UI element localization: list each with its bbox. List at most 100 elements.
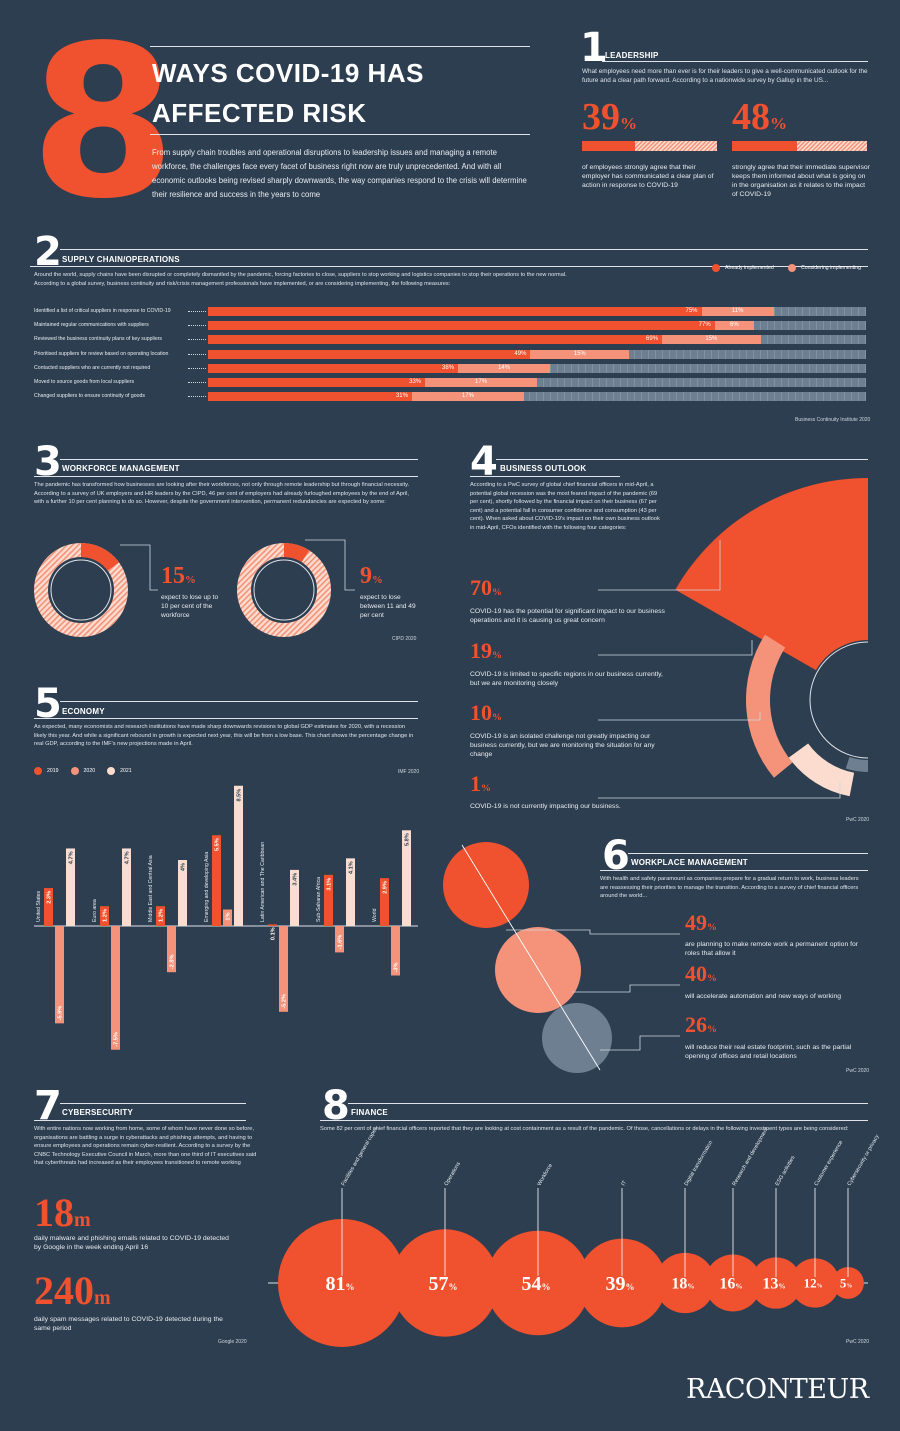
cyber-stat-1-value: 18m <box>34 1190 91 1235</box>
section-3-text: The pandemic has transformed how busines… <box>34 482 410 506</box>
workplace-circle-26 <box>542 1003 612 1073</box>
business-stat-3-value: 10% <box>470 700 502 725</box>
raconteur-logo: RACONTEUR <box>686 1374 869 1405</box>
section-7-rule <box>60 1103 246 1104</box>
gdp-category-label: Middle East and Central Asia <box>148 855 154 922</box>
header-rule-top <box>150 46 530 47</box>
gdp-bar-2021 <box>290 869 299 926</box>
section-3-rule-2 <box>34 476 418 477</box>
supply-bar-implemented <box>208 392 412 402</box>
supply-bar-considering <box>714 321 755 331</box>
gdp-value-label-2020: -7.5% <box>114 1032 120 1047</box>
supply-bar-considering <box>662 335 761 345</box>
finance-bubble <box>278 1219 406 1347</box>
outlook-center <box>808 640 900 760</box>
section-5-title: ECONOMY <box>62 707 105 716</box>
supply-bar-implemented <box>208 349 531 359</box>
finance-item-label: IT <box>621 1179 629 1187</box>
gdp-bar-2021 <box>346 858 355 926</box>
supply-bar-implemented <box>208 335 663 345</box>
finance-bubble <box>750 1257 802 1309</box>
supply-implemented-label: 77% <box>698 322 711 329</box>
workplace-stat-1-value: 49% <box>685 910 717 935</box>
supply-row-bar: 38% 14% <box>208 363 866 373</box>
section-3-rule <box>60 459 418 460</box>
gdp-bar-2021 <box>402 830 411 926</box>
finance-bubble <box>485 1230 591 1336</box>
finance-bubble <box>790 1258 840 1308</box>
section-2-text-1: Around the world, supply chains have bee… <box>34 272 567 278</box>
gdp-bar-2019 <box>44 888 53 926</box>
section-7-text: With entire nations now working from hom… <box>34 1126 257 1167</box>
supply-row-label: Identified a list of critical suppliers … <box>34 308 171 314</box>
legend-considering-label: Considering implementing <box>801 265 861 271</box>
supply-row-leader <box>188 367 206 369</box>
section-8-title: FINANCE <box>351 1108 388 1117</box>
gdp-category-label: Emerging and developing Asia <box>204 852 210 922</box>
workforce-stat-2-value: 9% <box>360 563 383 589</box>
business-stat-4-value: 1% <box>470 771 491 796</box>
supply-bar-considering <box>701 307 774 316</box>
workplace-stat-3-caption: will reduce their real estate footprint,… <box>685 1044 852 1060</box>
section-8-number: 8 <box>322 1083 350 1129</box>
leadership-stat-1-value: 39% <box>582 96 638 138</box>
leadership-stat-2-caption: strongly agree that their immediate supe… <box>732 164 870 198</box>
gdp-bar-2020 <box>167 926 176 973</box>
section-2-source: Business Continuity Institute 2020 <box>795 417 871 423</box>
finance-item-label: Facilities and general capex <box>341 1126 380 1187</box>
outlook-segment <box>746 634 793 778</box>
section-6-text: With health and safety paramount as comp… <box>600 876 859 900</box>
supply-implemented-label: 33% <box>409 379 422 385</box>
gdp-value-label-2019: 5.5% <box>215 838 221 851</box>
supply-row-label: Maintained regular communications with s… <box>34 322 149 329</box>
section-4-source: PwC 2020 <box>846 817 870 823</box>
workforce-stat-2-caption: expect to lose between 11 and 49 per cen… <box>360 594 416 619</box>
section-5-rule-2 <box>34 718 418 719</box>
economy-legend: 2019 2020 2021 <box>34 767 132 775</box>
section-5-source: IMF 2020 <box>398 769 420 775</box>
business-stat-1-value: 70% <box>470 575 502 600</box>
gdp-bar-2019 <box>156 906 165 926</box>
leadership-stat-1-caption: of employees strongly agree that their e… <box>582 164 714 189</box>
leadership-stat-2-bar <box>732 141 867 151</box>
supply-bar-considering <box>425 378 537 387</box>
section-6-title: WORKPLACE MANAGEMENT <box>631 858 748 867</box>
finance-bubble <box>654 1252 716 1314</box>
cyber-stat-2-value: 240m <box>34 1268 111 1313</box>
gdp-value-label-2021: 4.7% <box>69 851 75 864</box>
supply-considering-label: 15% <box>573 350 586 357</box>
supply-chain-chart: Identified a list of critical suppliers … <box>0 0 900 420</box>
gdp-bar-2020 <box>223 909 232 926</box>
section-8-rule <box>348 1103 868 1104</box>
business-stat-1-caption: COVID-19 has the potential for significa… <box>470 608 665 624</box>
section-7-source: Google 2020 <box>218 1339 247 1345</box>
business-stat-2-caption: COVID-19 is limited to specific regions … <box>470 671 663 687</box>
gdp-value-label-2021: 4.1% <box>349 861 355 874</box>
supply-row-bar: 49% 15% <box>208 349 866 359</box>
supply-row-leader <box>188 311 206 312</box>
section-2-number: 2 <box>34 229 62 275</box>
supply-row-leader <box>188 396 206 398</box>
legend-2021-label: 2021 <box>120 768 132 774</box>
supply-considering-label: 14% <box>498 364 511 371</box>
section-8-rule-2 <box>320 1120 868 1121</box>
workplace-circle-49 <box>443 842 529 928</box>
leadership-stat-2-value: 48% <box>732 96 788 138</box>
workplace-stat-2-value: 40% <box>685 961 717 986</box>
gdp-value-label-2021: 5.8% <box>405 833 411 846</box>
supply-row-label: Prioritised suppliers for review based o… <box>34 350 169 357</box>
supply-bar-implemented <box>208 363 459 373</box>
section-3-number: 3 <box>34 439 62 485</box>
legend-2020-label: 2020 <box>83 768 96 774</box>
section-2-rule <box>60 249 868 250</box>
gdp-value-label-2020: 1% <box>226 912 232 920</box>
gdp-value-label-2021: 4.7% <box>125 851 131 864</box>
gdp-category-label: Euro area <box>92 899 98 922</box>
finance-item-label: Cybersecurity or privacy <box>847 1134 881 1187</box>
section-2-title: SUPPLY CHAIN/OPERATIONS <box>62 255 180 264</box>
header-big-eight: 8 <box>30 0 177 245</box>
supply-considering-label: 17% <box>461 393 474 400</box>
supply-implemented-label: 69% <box>646 336 659 343</box>
legend-implemented: Already implemented <box>712 264 774 272</box>
